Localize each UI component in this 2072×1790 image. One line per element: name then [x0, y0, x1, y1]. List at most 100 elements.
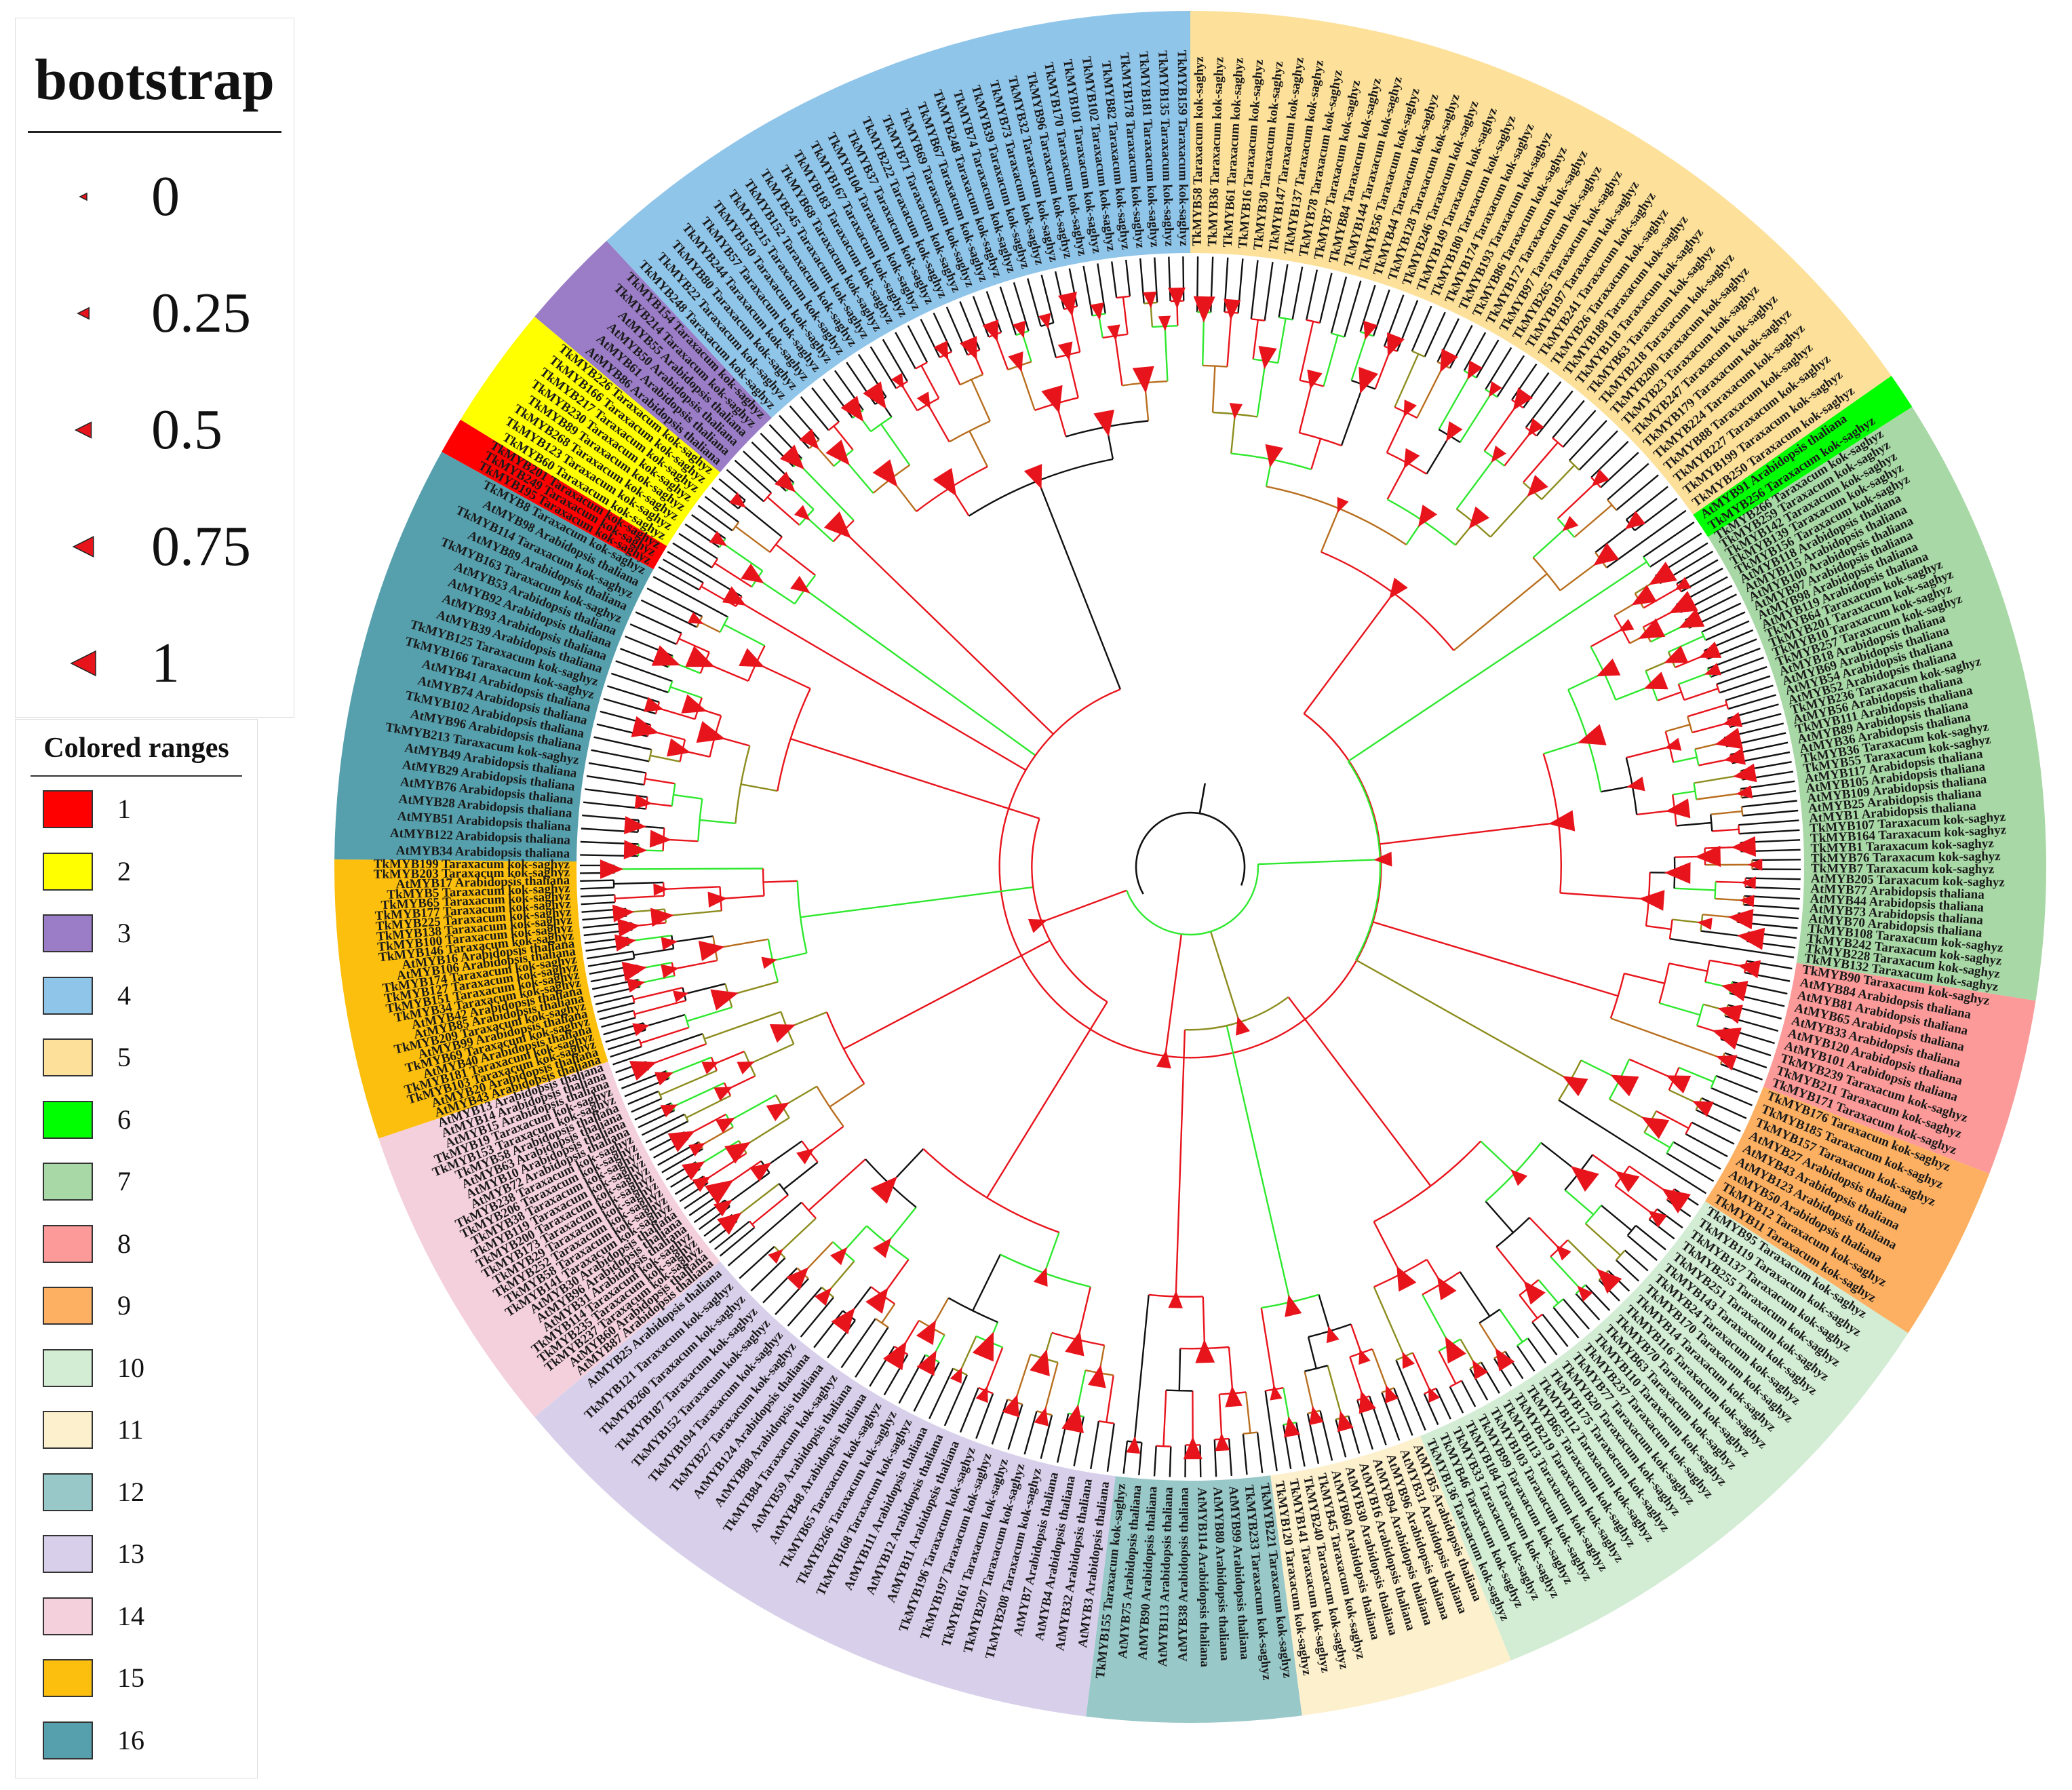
branch [1455, 457, 1496, 510]
branch-arc [762, 868, 765, 896]
bootstrap-marker-icon [77, 307, 90, 320]
bootstrap-marker [661, 937, 678, 950]
branch [959, 1387, 979, 1433]
branch [1041, 889, 1127, 923]
branch [840, 1318, 876, 1369]
branch [1676, 821, 1712, 827]
branch [1037, 480, 1122, 690]
branch [933, 312, 953, 353]
bootstrap-marker [644, 697, 664, 712]
bootstrap-legend: bootstrap 0 0.25 0.5 0.75 1 [15, 18, 294, 718]
bootstrap-marker [1309, 1405, 1324, 1426]
bootstrap-legend-label: 0 [151, 165, 180, 228]
branch [1656, 1110, 1689, 1129]
branch [1138, 1442, 1143, 1475]
branch [975, 1393, 994, 1439]
branch [1643, 587, 1679, 609]
branch [678, 532, 718, 560]
branch [1175, 1030, 1186, 1297]
branch [1260, 1308, 1276, 1390]
branch [972, 1253, 1001, 1311]
branch [1019, 365, 1036, 411]
branch [1218, 1394, 1223, 1439]
colored-range-bands [334, 11, 2046, 1723]
branch [881, 1303, 896, 1324]
branch-arc [1126, 864, 1259, 936]
colored-range-row: 9 [16, 1279, 257, 1333]
colored-range-swatch [43, 1473, 93, 1511]
colored-range-band [334, 859, 608, 1139]
colored-range-band [1763, 962, 2036, 1174]
bootstrap-marker [1168, 287, 1186, 309]
branch [1306, 1413, 1320, 1464]
branch [1423, 1393, 1439, 1425]
colored-range-band [534, 241, 772, 473]
branch [1712, 828, 1739, 832]
bootstrap-legend-label: 0.25 [151, 281, 251, 345]
colored-range-row: 8 [16, 1217, 257, 1271]
bootstrap-marker [775, 471, 796, 492]
branch [855, 1327, 889, 1378]
colored-range-swatch [43, 1659, 93, 1697]
branch [827, 1260, 855, 1293]
branch [635, 611, 682, 634]
branch [1532, 527, 1567, 558]
branch [1164, 933, 1183, 1056]
bootstrap-marker [649, 830, 672, 848]
branch-arc [1116, 295, 1131, 299]
colored-range-band [1086, 1475, 1302, 1723]
bootstrap-marker [1548, 810, 1576, 832]
branch [1668, 635, 1704, 653]
branch [610, 672, 669, 694]
branch [586, 775, 644, 786]
branch [920, 318, 941, 358]
colored-range-swatch [43, 1100, 93, 1139]
bootstrap-legend-label: 0.5 [151, 398, 222, 461]
bootstrap-marker [1731, 836, 1756, 857]
branch [1552, 400, 1585, 439]
branch [1287, 996, 1432, 1187]
bootstrap-marker [660, 1104, 678, 1118]
bootstrap-marker [717, 1212, 742, 1235]
branch [700, 1126, 734, 1146]
colored-range-label: 3 [117, 918, 131, 948]
branch [1643, 521, 1695, 558]
branch [720, 895, 764, 900]
bootstrap-marker [1736, 785, 1753, 799]
bootstrap-marker [1510, 1169, 1528, 1186]
branch [1228, 1439, 1232, 1476]
branch [829, 1083, 865, 1108]
branch-arc [1607, 499, 1618, 511]
bootstrap-marker [916, 391, 931, 409]
colored-range-swatch [43, 1224, 93, 1263]
branch [1378, 821, 1559, 845]
branch [1303, 592, 1394, 714]
branch [1068, 268, 1078, 307]
branch [647, 1043, 707, 1066]
branch [673, 794, 703, 800]
bootstrap-marker [1030, 1349, 1050, 1376]
branch [985, 1346, 1004, 1391]
bootstrap-marker [815, 1287, 832, 1306]
bootstrap-marker [1436, 1276, 1457, 1300]
bootstrap-marker [1358, 366, 1379, 394]
bootstrap-marker [1358, 1390, 1376, 1414]
branch [883, 1354, 909, 1396]
bootstrap-marker [612, 904, 635, 922]
branch-arc [1704, 960, 1711, 982]
branch [1438, 374, 1471, 430]
bootstrap-marker [1495, 1348, 1515, 1371]
branch [1725, 684, 1774, 701]
branch [738, 600, 1027, 771]
branch [580, 887, 614, 890]
bootstrap-marker [1225, 1385, 1243, 1407]
branch [1480, 1361, 1500, 1394]
colored-range-band [1693, 376, 1913, 537]
branch [1496, 355, 1525, 397]
branch [741, 783, 778, 792]
bootstrap-marker [1033, 1267, 1048, 1287]
bootstrap-marker [982, 319, 999, 342]
branch [1122, 1441, 1129, 1474]
branch [614, 868, 764, 870]
bootstrap-marker [870, 1176, 898, 1204]
